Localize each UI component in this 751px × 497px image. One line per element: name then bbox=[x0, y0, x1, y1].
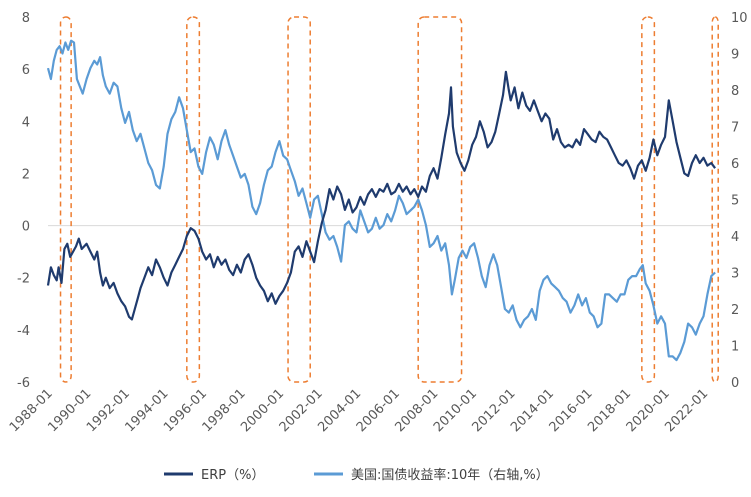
left-tick-label: 0 bbox=[22, 220, 30, 235]
highlight-layer bbox=[59, 16, 719, 383]
left-tick-label: 2 bbox=[22, 167, 30, 182]
highlight-period-4 bbox=[417, 16, 463, 383]
right-tick-label: 2 bbox=[731, 303, 739, 318]
x-axis: 1988-011990-011992-011994-011996-011998-… bbox=[7, 386, 712, 435]
left-tick-label: 6 bbox=[22, 63, 30, 78]
right-tick-label: 0 bbox=[731, 376, 739, 391]
right-tick-label: 6 bbox=[731, 157, 739, 172]
highlight-period-3 bbox=[287, 16, 311, 383]
legend-yield-label: 美国:国债收益率:10年（右轴,%） bbox=[351, 467, 549, 483]
right-tick-label: 9 bbox=[731, 48, 739, 63]
x-tick-label: 2022-01 bbox=[662, 386, 711, 435]
highlight-period-1 bbox=[59, 16, 72, 383]
legend: ERP（%） 美国:国债收益率:10年（右轴,%） bbox=[164, 467, 549, 483]
us10y-series-line bbox=[46, 39, 716, 362]
left-tick-label: -2 bbox=[17, 272, 30, 287]
right-tick-label: 8 bbox=[731, 84, 739, 99]
left-tick-label: -6 bbox=[17, 376, 30, 391]
left-axis: 8 6 4 2 0 -2 -4 -6 bbox=[17, 11, 30, 391]
series-layer bbox=[46, 39, 716, 362]
erp-series-line bbox=[46, 70, 716, 321]
right-tick-label: 5 bbox=[731, 194, 739, 209]
left-tick-label: 4 bbox=[22, 115, 30, 130]
left-tick-label: -4 bbox=[17, 324, 30, 339]
highlight-period-2 bbox=[186, 16, 201, 383]
highlight-period-5 bbox=[641, 16, 656, 383]
right-tick-label: 7 bbox=[731, 121, 739, 136]
right-tick-label: 10 bbox=[731, 11, 748, 26]
right-tick-label: 1 bbox=[731, 340, 739, 355]
legend-erp-label: ERP（%） bbox=[201, 468, 264, 483]
highlight-period-6 bbox=[711, 16, 719, 383]
left-tick-label: 8 bbox=[22, 11, 30, 26]
right-tick-label: 4 bbox=[731, 230, 739, 245]
right-tick-label: 3 bbox=[731, 267, 739, 282]
